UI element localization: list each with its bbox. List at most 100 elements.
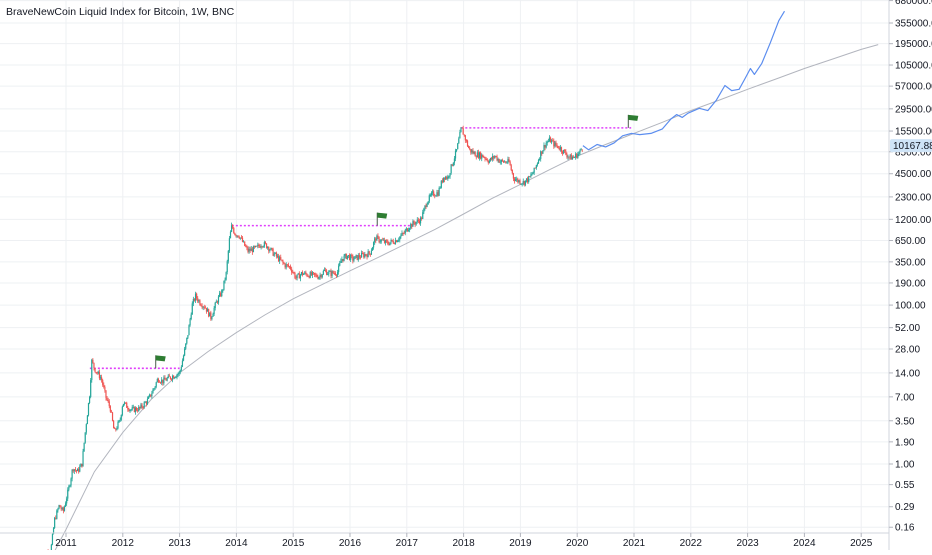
candle-body — [459, 132, 461, 139]
time-axis[interactable]: 2011 2012 2013 2014 2015 2016 2017 2018 2019 2020… — [55, 533, 873, 549]
candle-body — [292, 272, 294, 274]
candle-body — [558, 148, 560, 150]
candle-body — [67, 489, 69, 499]
candle-body — [366, 255, 368, 258]
y-tick-label: 1200.00 — [895, 215, 932, 226]
candle-body — [252, 246, 255, 253]
candle-body — [55, 517, 57, 519]
candle-body — [487, 161, 489, 163]
candle-body — [364, 254, 366, 258]
candle-body — [572, 157, 575, 158]
candle-body — [215, 301, 217, 303]
candle-body — [454, 150, 457, 159]
candle-body — [218, 293, 221, 297]
candle-body — [448, 176, 450, 178]
candle-body — [362, 252, 364, 254]
candle-body — [423, 208, 425, 213]
candle-body — [358, 255, 360, 258]
x-tick-label: 2021 — [623, 538, 646, 549]
candle-body — [101, 377, 103, 381]
candle-body — [439, 187, 441, 189]
candle-body — [352, 255, 354, 261]
candle-body — [155, 382, 157, 387]
flag-icon — [628, 114, 639, 121]
candles-group — [44, 125, 583, 555]
candle-body — [178, 372, 180, 374]
candle-body — [555, 142, 557, 146]
x-tick-label: 2022 — [680, 538, 703, 549]
candle-body — [66, 498, 68, 504]
candle-body — [167, 375, 169, 379]
candle-body — [495, 156, 497, 157]
candle-body — [378, 236, 380, 242]
candle-body — [184, 348, 186, 356]
candle-body — [301, 272, 304, 275]
x-tick-label: 2025 — [850, 538, 873, 549]
candle-body — [294, 273, 296, 278]
candle-body — [478, 152, 481, 158]
candle-body — [303, 273, 305, 275]
candle-body — [498, 159, 500, 163]
candle-body — [186, 337, 188, 344]
candle-body — [548, 137, 551, 142]
candle-body — [476, 152, 478, 158]
candle-body — [332, 271, 334, 274]
candle-body — [288, 266, 291, 268]
candle-body — [387, 241, 389, 244]
candle-body — [70, 478, 72, 486]
candle-body — [88, 396, 91, 404]
candle-body — [457, 143, 459, 150]
candle-body — [416, 219, 418, 222]
candle-body — [356, 255, 358, 260]
candle-body — [109, 406, 111, 412]
candle-body — [175, 377, 177, 378]
candle-body — [314, 272, 316, 275]
candle-body — [508, 159, 510, 162]
candle-body — [485, 158, 487, 160]
candle-body — [235, 235, 237, 237]
candle-body — [489, 158, 492, 161]
candle-body — [267, 246, 269, 249]
candle-body — [307, 276, 309, 277]
candle-body — [216, 301, 218, 303]
price-axis[interactable]: 0.16 0.29 0.55 1.00 1.90 3.50 7.00 14.00 28.00 52… — [889, 0, 932, 534]
candle-body — [475, 156, 477, 158]
candle-body — [142, 407, 144, 408]
flags-group — [155, 114, 639, 369]
candle-body — [381, 239, 383, 241]
x-tick-label: 2024 — [793, 538, 816, 549]
y-tick-label: 1.00 — [895, 460, 915, 471]
candle-body — [500, 159, 502, 162]
candle-body — [346, 255, 348, 259]
candle-body — [357, 255, 359, 260]
candle-body — [431, 191, 434, 193]
candle-body — [323, 269, 326, 271]
y-tick-label: 0.55 — [895, 480, 915, 491]
candle-body — [245, 245, 247, 247]
candle-body — [418, 220, 421, 224]
candle-body — [316, 274, 318, 277]
candle-body — [421, 217, 423, 219]
candle-body — [87, 403, 90, 416]
candle-body — [147, 396, 150, 399]
candle-body — [174, 377, 176, 379]
candle-body — [282, 260, 284, 263]
candle-body — [556, 145, 558, 147]
candle-body — [506, 162, 508, 164]
candle-body — [94, 368, 96, 373]
candle-body — [251, 248, 253, 253]
candle-body — [450, 164, 452, 174]
candle-body — [116, 428, 118, 430]
candle-body — [157, 379, 160, 382]
y-tick-label: 7.00 — [895, 392, 915, 403]
candle-body — [564, 149, 566, 152]
candle-body — [492, 156, 494, 160]
candle-body — [400, 235, 402, 237]
candle-body — [311, 272, 314, 276]
candle-body — [434, 195, 436, 197]
candle-body — [473, 152, 475, 154]
candle-body — [409, 228, 411, 231]
candle-body — [534, 167, 536, 169]
candle-body — [553, 140, 555, 147]
